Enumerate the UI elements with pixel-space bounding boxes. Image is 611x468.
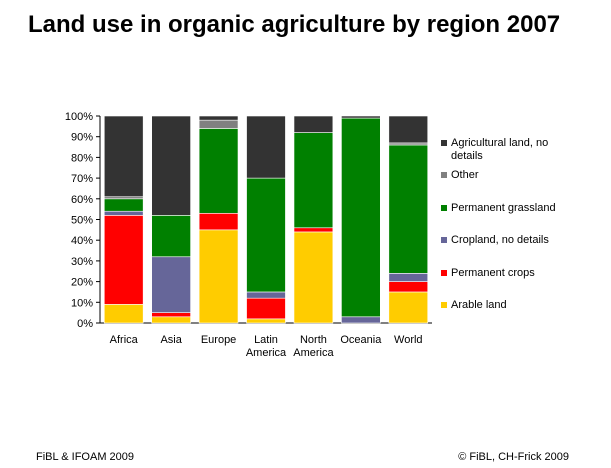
x-tick-label: Europe xyxy=(201,334,236,346)
x-tick-label: World xyxy=(394,334,423,346)
bar-segment xyxy=(293,231,334,324)
bar-segment xyxy=(151,316,191,324)
bar-segment xyxy=(246,177,286,293)
bar-segment xyxy=(388,281,429,293)
legend-swatch xyxy=(441,205,447,211)
bar-segment xyxy=(103,196,144,200)
bar-segment xyxy=(151,115,191,216)
bar-segment xyxy=(151,256,191,313)
bars xyxy=(103,115,429,324)
legend-label: Cropland, no details xyxy=(451,234,549,246)
bar-segment xyxy=(341,115,381,119)
bar-segment xyxy=(198,229,239,324)
y-tick-label: 70% xyxy=(71,173,93,185)
y-tick-label: 40% xyxy=(71,235,93,247)
bar-segment xyxy=(198,115,239,121)
legend-label: Permanent crops xyxy=(451,267,535,279)
y-tick-label: 10% xyxy=(71,297,93,309)
legend-swatch xyxy=(441,140,447,146)
bar-segment xyxy=(341,117,381,318)
bar-segment xyxy=(341,316,381,324)
x-tick-label: Oceania xyxy=(340,334,382,346)
x-tick-label: Africa xyxy=(110,334,139,346)
x-tick-label: Latin America xyxy=(246,334,287,359)
y-tick-label: 30% xyxy=(71,256,93,268)
legend-label: Arable land xyxy=(451,299,507,311)
legend-swatch xyxy=(441,270,447,276)
x-tick-label: Asia xyxy=(160,334,182,346)
footer-source: FiBL & IFOAM 2009 xyxy=(36,451,135,463)
y-tick-label: 50% xyxy=(71,215,93,227)
bar-segment xyxy=(293,132,334,229)
legend-label: Permanent grassland xyxy=(451,202,556,214)
legend-label: Agricultural land, no details xyxy=(451,137,548,162)
bar-segment xyxy=(198,119,239,129)
y-tick-label: 90% xyxy=(71,132,93,144)
bar-segment xyxy=(293,115,334,133)
footer-copyright: © FiBL, CH-Frick 2009 xyxy=(458,451,569,463)
y-tick-label: 80% xyxy=(71,152,93,164)
bar-segment xyxy=(388,142,429,146)
bar-segment xyxy=(103,215,144,305)
legend-label: Other xyxy=(451,169,479,181)
bar-segment xyxy=(388,144,429,274)
bar-segment xyxy=(103,115,144,198)
bar-segment xyxy=(103,210,144,216)
legend-swatch xyxy=(441,302,447,308)
bar-segment xyxy=(198,212,239,231)
bar-segment xyxy=(246,297,286,320)
bar-segment xyxy=(246,318,286,324)
bar-segment xyxy=(388,115,429,144)
legend-swatch xyxy=(441,237,447,243)
bar-segment xyxy=(388,291,429,324)
bar-segment xyxy=(151,215,191,258)
bar-segment xyxy=(151,312,191,318)
bar-segment xyxy=(293,227,334,233)
bar-segment xyxy=(198,128,239,214)
legend-swatch xyxy=(441,172,447,178)
bar-segment xyxy=(388,273,429,282)
bar-segment xyxy=(103,304,144,324)
bar-segment xyxy=(103,198,144,212)
legend: Agricultural land, no details Other Permane… xyxy=(441,137,556,311)
x-tick-label: North America xyxy=(293,334,334,359)
y-tick-label: 60% xyxy=(71,194,93,206)
chart-title: Land use in organic agriculture by regio… xyxy=(28,11,561,38)
bar-segment xyxy=(246,115,286,179)
y-tick-label: 100% xyxy=(65,111,93,123)
bar-segment xyxy=(246,291,286,299)
y-tick-label: 20% xyxy=(71,277,93,289)
y-tick-label: 0% xyxy=(77,318,93,330)
